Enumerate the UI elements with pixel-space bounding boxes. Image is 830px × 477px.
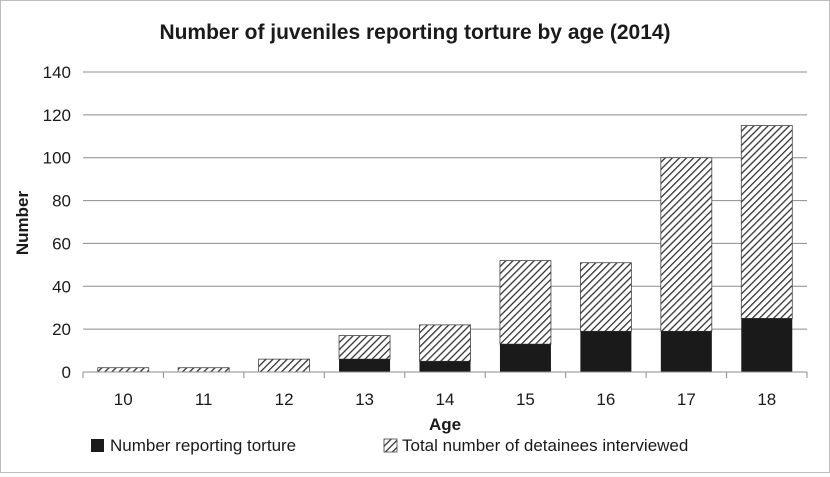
x-tick-label: 11 xyxy=(195,390,213,409)
bar-total-16 xyxy=(579,262,632,332)
x-tick-label: 12 xyxy=(275,390,294,409)
x-axis-label: Age xyxy=(429,415,461,434)
bar-total-17 xyxy=(660,157,713,332)
bar-torture-18 xyxy=(741,318,793,372)
chart-title: Number of juveniles reporting torture by… xyxy=(159,21,670,44)
y-tick-label: 0 xyxy=(62,363,71,382)
y-tick-label: 80 xyxy=(52,192,71,211)
x-tick-label: 16 xyxy=(596,390,615,409)
bar-total-18 xyxy=(740,125,793,319)
bar-total-10 xyxy=(97,367,150,373)
bar-total-12 xyxy=(258,358,311,373)
x-tick-label: 17 xyxy=(677,390,696,409)
x-tick-label: 14 xyxy=(436,390,455,409)
y-tick-label: 100 xyxy=(43,149,71,168)
y-axis-label: Number xyxy=(13,191,32,256)
bar-torture-16 xyxy=(580,331,632,372)
bar-total-14 xyxy=(419,324,471,362)
legend: Number reporting torture Total number of … xyxy=(91,436,688,455)
x-tick-label: 10 xyxy=(114,390,133,409)
y-tick-label: 120 xyxy=(43,106,71,125)
y-tick-label: 20 xyxy=(52,320,71,339)
legend-label-torture: Number reporting torture xyxy=(110,436,296,455)
legend-swatch-torture xyxy=(91,439,104,452)
legend-label-total: Total number of detainees interviewed xyxy=(402,436,688,455)
bar-total-11 xyxy=(177,367,230,373)
bar-torture-15 xyxy=(499,344,551,372)
x-tick-label: 15 xyxy=(516,390,535,409)
bar-total-13 xyxy=(338,335,391,360)
y-tick-label: 60 xyxy=(52,234,71,253)
x-tick-label: 13 xyxy=(355,390,374,409)
bar-torture-14 xyxy=(419,361,471,372)
bar-torture-17 xyxy=(660,331,712,372)
bar-torture-13 xyxy=(339,359,391,372)
y-tick-label: 140 xyxy=(43,63,71,82)
y-tick-label: 40 xyxy=(52,277,71,296)
legend-swatch-total xyxy=(383,438,398,453)
x-tick-label: 18 xyxy=(757,390,776,409)
bar-total-15 xyxy=(499,260,552,345)
